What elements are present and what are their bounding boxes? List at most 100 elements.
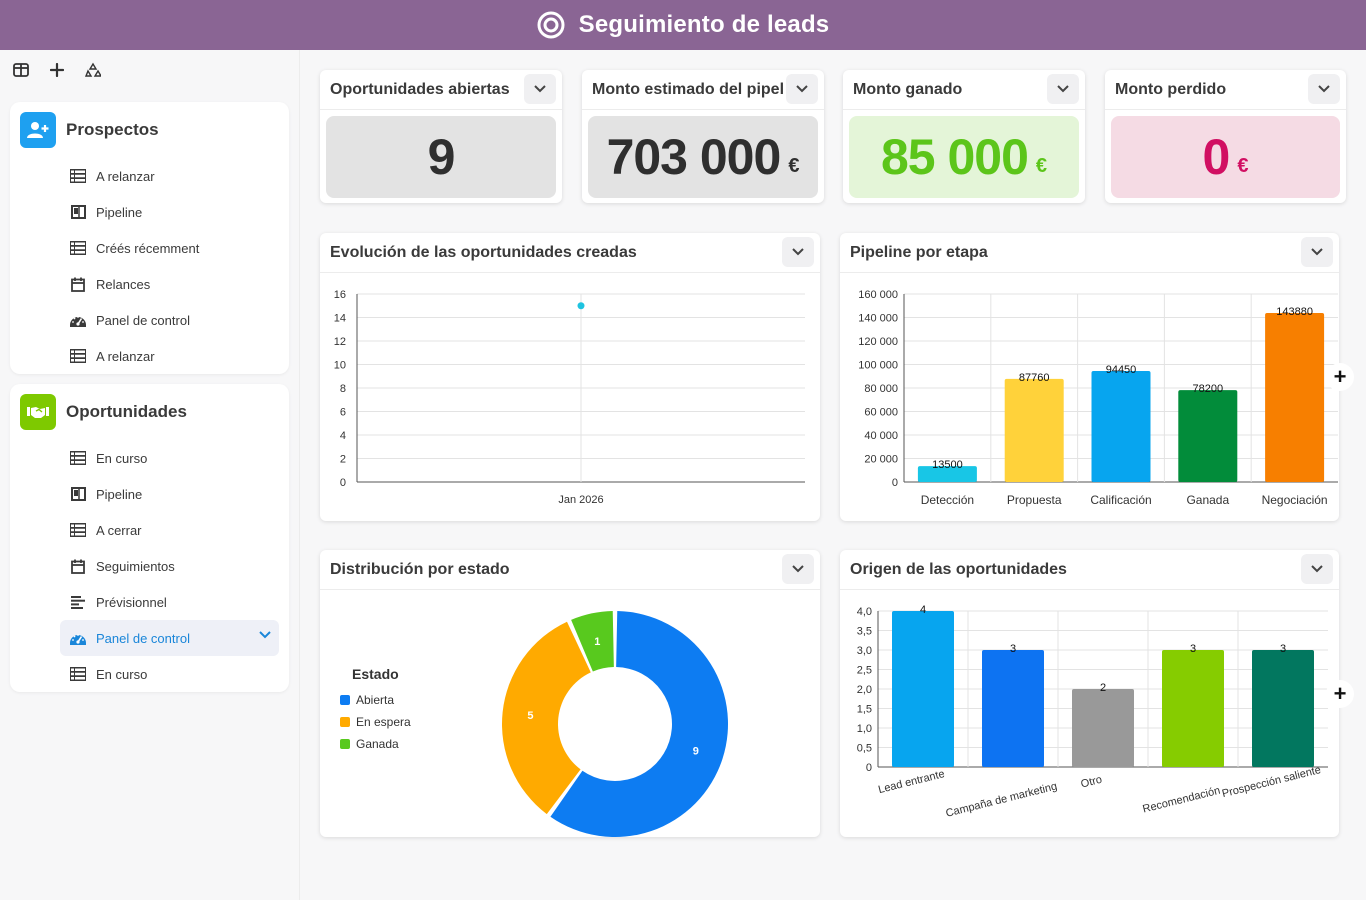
distribution-chart: 9 5 1 Estado Abierta En espera Ganada [340,611,728,837]
data-label: 3 [1010,643,1016,655]
table-icon [69,347,87,365]
panel-menu-button[interactable] [782,554,814,584]
sidebar-item-label: Panel de control [96,312,190,328]
chevron-down-icon[interactable] [259,631,271,639]
add-widget-button[interactable]: + [1326,363,1354,391]
origin-chart: 0 0,5 1,0 1,5 2,0 2,5 3,0 3,5 4,0 4 Lead entrante 3… [857,604,1328,820]
panel-menu-button[interactable] [1301,554,1333,584]
y-tick-label: 160 000 [858,289,898,301]
plus-icon[interactable] [46,59,68,81]
legend-swatch [340,695,350,705]
sidebar-item-panel-de-control[interactable]: Panel de control [10,302,289,338]
table-icon [69,449,87,467]
sidebar-item-a-relanzar[interactable]: A relanzar [10,338,289,374]
sidebar-item-seguimientos[interactable]: Seguimientos [10,548,289,584]
panel-menu-button[interactable] [1301,237,1333,267]
panel-layout-icon[interactable] [10,59,32,81]
kpi-card-won: Monto ganado 85 000 € [843,70,1085,203]
x-tick-label: Prospección saliente [1221,764,1322,800]
panel-menu-button[interactable] [524,74,556,104]
group-header[interactable]: Prospectos [10,102,289,158]
x-tick-label: Campaña de marketing [945,780,1059,819]
y-tick-label: 3,0 [857,645,872,657]
x-tick-label: Lead entrante [877,768,946,796]
panel-title: Origen de las oportunidades [850,560,1067,578]
sidebar-item-label: En curso [96,450,148,466]
slice-label: 9 [693,745,699,757]
sidebar-item-panel-de-control[interactable]: Panel de control [60,620,279,656]
panel-title: Distribución por estado [330,560,510,578]
kpi-title: Monto estimado del pipel [592,80,785,98]
data-label: 94450 [1106,364,1137,376]
y-tick-label: 12 [334,336,346,348]
y-tick-label: 60 000 [864,407,898,419]
chevron-down-icon [796,85,808,93]
sidebar-item-relances[interactable]: Relances [10,266,289,302]
bar [892,611,954,767]
kpi-unit: € [1237,154,1249,177]
handshake-icon [20,394,56,430]
evolution-chart: 0 2 4 6 8 10 12 14 16 Jan 2026 [334,289,805,506]
sidebar-item-cr-s-r-cemment[interactable]: Créés récemment [10,230,289,266]
y-tick-label: 14 [334,313,346,325]
sidebar-item-label: A relanzar [96,348,155,364]
data-label: 3 [1280,643,1286,655]
sidebar-item-en-curso[interactable]: En curso [10,656,289,692]
recycle-icon[interactable] [82,59,104,81]
bar [1072,689,1134,767]
data-label: 3 [1190,643,1196,655]
kpi-value: 0 [1202,129,1231,185]
y-tick-label: 40 000 [864,430,898,442]
sidebar-item-label: A cerrar [96,522,142,538]
chevron-down-icon [1318,85,1330,93]
kpi-card-lost: Monto perdido 0 € [1105,70,1346,203]
distribution-panel: Distribución por estado 9 5 1 Estado Abierta… [320,550,820,837]
x-tick-label: Propuesta [1007,493,1062,507]
x-tick-label: Otro [1080,774,1104,791]
sidebar-item-a-cerrar[interactable]: A cerrar [10,512,289,548]
sidebar-item-a-relanzar[interactable]: A relanzar [10,158,289,194]
sidebar-item-label: Panel de control [96,630,190,646]
panel-title: Pipeline por etapa [850,243,988,261]
kpi-value: 703 000 [606,129,782,185]
kpi-value-box: 0 € [1111,116,1340,198]
y-tick-label: 0 [866,762,872,774]
x-tick-label: Jan 2026 [558,494,603,506]
kpi-unit: € [788,154,800,177]
sidebar-item-pr-visionnel[interactable]: Prévisionnel [10,584,289,620]
data-label: 2 [1100,682,1106,694]
sidebar-item-pipeline[interactable]: Pipeline [10,476,289,512]
y-tick-label: 8 [340,383,346,395]
sidebar-item-pipeline[interactable]: Pipeline [10,194,289,230]
chevron-down-icon [1311,565,1323,573]
panel-menu-button[interactable] [1308,74,1340,104]
chevron-down-icon [792,565,804,573]
kpi-value-box: 85 000 € [849,116,1079,198]
group-header[interactable]: Oportunidades [10,384,289,440]
y-tick-label: 0 [892,477,898,489]
pie-slice [571,611,614,672]
y-tick-label: 2,0 [857,684,872,696]
sidebar-item-label: Relances [96,276,151,292]
y-tick-label: 120 000 [858,336,898,348]
kpi-value: 9 [427,129,456,185]
data-label: 13500 [932,459,963,471]
chevron-down-icon [792,248,804,256]
y-tick-label: 16 [334,289,346,301]
sidebar-item-en-curso[interactable]: En curso [10,440,289,476]
bar [982,650,1044,767]
kpi-value-box: 9 [326,116,556,198]
slice-label: 5 [527,710,533,722]
y-tick-label: 140 000 [858,313,898,325]
calendar-icon [69,557,87,575]
app-header: Seguimiento de leads [0,0,1366,50]
panel-menu-button[interactable] [1047,74,1079,104]
legend-label: Abierta [356,693,394,707]
kpi-card-open: Oportunidades abiertas 9 [320,70,562,203]
add-user-icon [20,112,56,148]
panel-menu-button[interactable] [786,74,818,104]
panel-menu-button[interactable] [782,237,814,267]
x-tick-label: Detección [921,493,974,507]
x-tick-label: Ganada [1186,493,1229,507]
add-widget-button[interactable]: + [1326,680,1354,708]
